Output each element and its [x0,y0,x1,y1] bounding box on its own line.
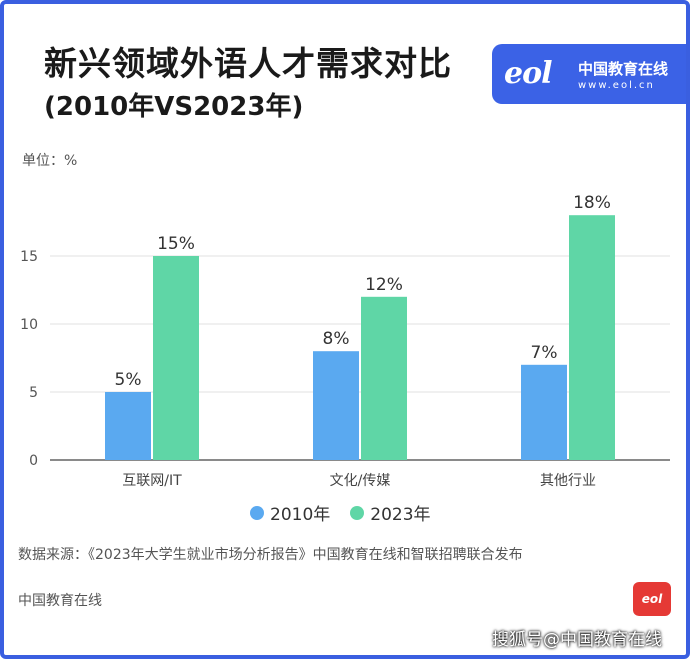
legend-dot-2010 [250,505,264,520]
chart-subtitle: (2010年VS2023年) [44,92,304,122]
data-label: 5% [115,370,142,390]
y-tick-label: 5 [29,385,38,401]
data-label: 8% [323,329,350,349]
brand-name: 中国教育在线 [578,60,669,78]
bar-1-1 [361,296,407,460]
unit-label: 单位：% [22,153,78,169]
y-tick-label: 15 [20,249,38,265]
x-tick-label: 文化/传媒 [330,473,391,489]
data-label: 12% [365,275,403,295]
legend-item-2010: 2010年 [250,500,330,525]
brand-url: www.eol.cn [578,80,655,91]
bar-2-0 [521,364,567,460]
label-layer: 0 5 10 15 5% 15% 互联网/IT 8% 12% 文化/传媒 7% 18% 其他行业 [20,193,611,489]
bar-1-0 [313,351,359,460]
legend-label-2023: 2023年 [370,505,431,525]
data-label: 15% [157,234,195,254]
source-note: 数据来源：《2023年大学生就业市场分析报告》中国教育在线和智联招聘联合发布 [18,547,523,563]
bar-0-0 [105,392,151,460]
bar-2-1 [569,215,615,460]
data-label: 7% [531,343,558,363]
legend-item-2023: 2023年 [350,500,431,525]
footer-eol-logo: eol [633,582,671,616]
sohu-credit: 搜狐号@中国教育在线 [492,630,662,650]
title-area: 新兴领域外语人才需求对比 (2010年VS2023年) [44,42,452,124]
x-tick-label: 互联网/IT [122,473,182,489]
bar-layer [105,215,615,460]
brand-banner: eol 中国教育在线 www.eol.cn [492,44,686,104]
chart-title-text: 新兴领域外语人才需求对比 [44,44,452,83]
x-tick-label: 其他行业 [540,473,596,489]
y-tick-label: 10 [20,317,38,333]
footer-brand-name: 中国教育在线 [18,593,102,609]
eol-logo: eol [504,56,552,91]
legend-label-2010: 2010年 [270,505,331,525]
chart-title: 新兴领域外语人才需求对比 [44,42,452,86]
data-label: 18% [573,193,611,213]
legend: 2010年 2023年 [250,500,431,525]
y-tick-label: 0 [29,453,38,469]
bar-chart: 0 5 10 15 5% 15% 互联网/IT 8% 12% 文化/传媒 7% 18% 其他行业 [20,193,670,489]
bar-0-1 [153,256,199,460]
legend-dot-2023 [350,505,365,520]
